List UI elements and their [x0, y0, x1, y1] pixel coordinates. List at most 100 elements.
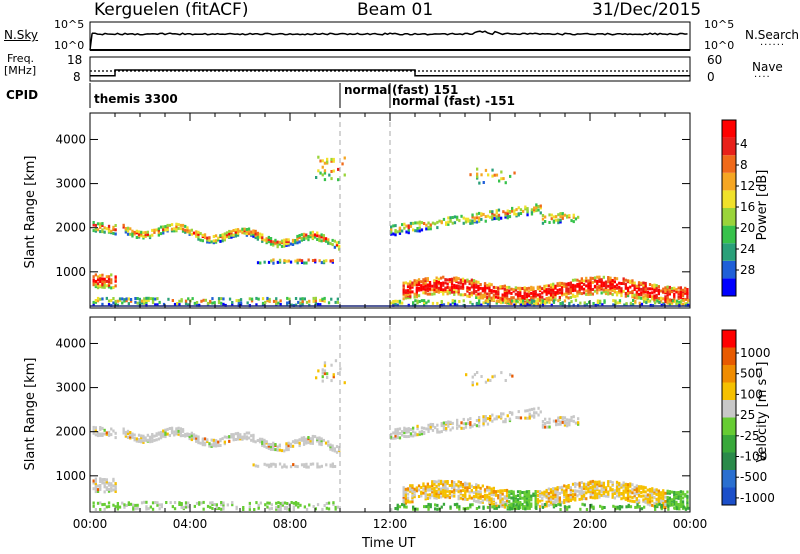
heatmap-cell: [428, 281, 432, 284]
heatmap-cell: [440, 303, 443, 307]
heatmap-cell: [274, 238, 277, 242]
heatmap-cell: [266, 501, 269, 505]
heatmap-cell: [536, 499, 539, 503]
heatmap-cell: [593, 496, 597, 500]
heatmap-cell: [527, 495, 531, 499]
heatmap-cell: [278, 443, 281, 447]
heatmap-cell: [435, 281, 438, 285]
heatmap-cell: [332, 159, 335, 163]
heatmap-cell: [545, 300, 548, 304]
x-tick-label: 00:00: [73, 517, 108, 531]
heatmap-cell: [516, 490, 520, 494]
heatmap-cell: [195, 232, 198, 236]
noise-right-tick-bottom: 10^0: [704, 39, 735, 52]
heatmap-cell: [676, 507, 679, 511]
heatmap-cell: [444, 281, 447, 285]
heatmap-cell: [99, 274, 102, 278]
heatmap-cell: [110, 273, 113, 277]
heatmap-cell: [248, 507, 251, 511]
heatmap-cell: [557, 416, 560, 420]
heatmap-cell: [188, 437, 191, 441]
heatmap-cell: [201, 443, 204, 447]
heatmap-cell: [170, 431, 174, 435]
heatmap-cell: [591, 280, 594, 284]
heatmap-cell: [439, 479, 443, 483]
heatmap-cell: [101, 222, 104, 226]
heatmap-cell: [292, 505, 295, 509]
heatmap-cell: [615, 489, 619, 493]
heatmap-cell: [178, 503, 181, 506]
heatmap-cell: [541, 503, 544, 507]
heatmap-cell: [560, 287, 564, 291]
heatmap-cell: [657, 489, 660, 493]
heatmap-cell: [176, 302, 179, 305]
heatmap-cell: [134, 503, 137, 507]
heatmap-cell: [648, 503, 652, 507]
heatmap-cell: [137, 439, 141, 443]
heatmap-cell: [92, 221, 95, 224]
heatmap-cell: [202, 500, 205, 504]
heatmap-cell: [145, 296, 148, 300]
heatmap-cell: [640, 291, 643, 295]
heatmap-cell: [446, 480, 449, 483]
heatmap-cell: [623, 303, 626, 307]
heatmap-cell: [466, 486, 469, 490]
heatmap-cell: [490, 493, 493, 497]
heatmap-cell: [451, 301, 454, 305]
heatmap-cell: [653, 496, 656, 500]
heatmap-cell: [444, 289, 447, 293]
heatmap-cell: [666, 301, 669, 305]
heatmap-cell: [569, 283, 572, 287]
heatmap-cell: [126, 226, 130, 230]
heatmap-cell: [420, 299, 424, 303]
heatmap-cell: [126, 436, 130, 439]
heatmap-cell: [552, 297, 555, 301]
heatmap-cell: [442, 427, 446, 431]
heatmap-cell: [201, 233, 204, 237]
heatmap-cell: [471, 381, 474, 385]
heatmap-cell: [318, 236, 321, 240]
heatmap-cell: [105, 505, 108, 509]
heatmap-cell: [541, 295, 544, 299]
heatmap-cell: [580, 490, 583, 493]
heatmap-cell: [420, 286, 423, 290]
heatmap-cell: [159, 232, 163, 236]
heatmap-cell: [184, 434, 187, 438]
heatmap-cell: [497, 505, 501, 509]
heatmap-cell: [231, 503, 234, 507]
heatmap-cell: [316, 462, 319, 466]
heatmap-cell: [203, 236, 207, 240]
heatmap-cell: [508, 215, 512, 219]
heatmap-cell: [197, 435, 200, 439]
heatmap-cell: [530, 502, 533, 506]
heatmap-cell: [571, 489, 575, 493]
heatmap-cell: [278, 462, 282, 466]
heatmap-cell: [222, 507, 225, 511]
heatmap-cell: [442, 292, 445, 296]
heatmap-cell: [629, 505, 633, 509]
heatmap-cell: [591, 292, 594, 296]
heatmap-cell: [96, 431, 100, 435]
heatmap-cell: [475, 301, 479, 305]
heatmap-cell: [636, 505, 639, 509]
heatmap-cell: [591, 488, 594, 492]
heatmap-cell: [390, 229, 393, 233]
heatmap-cell: [221, 437, 224, 441]
heatmap-cell: [457, 277, 460, 281]
heatmap-cell: [265, 440, 268, 444]
heatmap-cell: [326, 160, 329, 164]
heatmap-cell: [114, 279, 117, 283]
heatmap-cell: [527, 294, 531, 298]
heatmap-cell: [565, 493, 568, 497]
heatmap-cell: [434, 426, 437, 430]
heatmap-cell: [326, 376, 329, 379]
heatmap-cell: [477, 284, 480, 288]
heatmap-cell: [675, 491, 678, 495]
heatmap-cell: [609, 281, 612, 284]
heatmap-cell: [168, 434, 171, 437]
heatmap-cell: [462, 426, 465, 430]
heatmap-cell: [439, 482, 443, 485]
heatmap-cell: [462, 417, 465, 421]
heatmap-cell: [484, 415, 487, 418]
heatmap-cell: [583, 503, 586, 507]
